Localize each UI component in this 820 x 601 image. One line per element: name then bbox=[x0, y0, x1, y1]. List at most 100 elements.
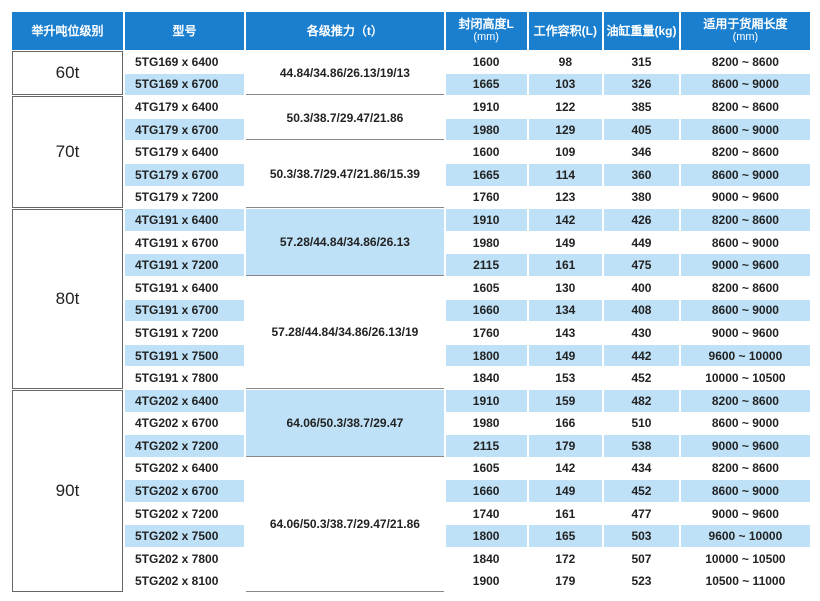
model-cell: 4TG179 x 6700 bbox=[124, 118, 245, 141]
model-cell: 5TG179 x 6400 bbox=[124, 141, 245, 163]
model-cell: 4TG191 x 6700 bbox=[124, 231, 245, 254]
header-label: 型号 bbox=[172, 23, 197, 38]
volume-cell: 159 bbox=[528, 389, 603, 412]
weight-cell: 400 bbox=[604, 276, 679, 299]
volume-cell: 179 bbox=[528, 570, 603, 593]
model-cell: 5TG202 x 6400 bbox=[124, 457, 245, 480]
table-row: 4TG202 x 6700 1980 166 510 8600 ~ 9000 bbox=[12, 412, 810, 435]
table-row: 4TG179 x 6700 1980 129 405 8600 ~ 9000 bbox=[12, 118, 810, 141]
model-cell: 5TG169 x 6400 bbox=[124, 51, 245, 73]
volume-cell: 122 bbox=[528, 96, 603, 118]
length-cell: 9000 ~ 9600 bbox=[680, 502, 810, 525]
weight-cell: 346 bbox=[604, 141, 679, 163]
table-row: 5TG179 x 7200 1760 123 380 9000 ~ 9600 bbox=[12, 186, 810, 209]
volume-cell: 134 bbox=[528, 299, 603, 322]
model-cell: 5TG179 x 6700 bbox=[124, 163, 245, 186]
table-row: 5TG202 x 6400 64.06/50.3/38.7/29.47/21.86… bbox=[12, 457, 810, 593]
header-label: 封闭高度L bbox=[458, 17, 514, 31]
length-cell: 8600 ~ 9000 bbox=[680, 412, 810, 435]
model-cell: 4TG202 x 6400 bbox=[124, 389, 245, 412]
force-cell: 44.84/34.86/26.13/19/13 bbox=[246, 51, 444, 96]
weight-cell: 475 bbox=[604, 254, 679, 276]
model-cell: 4TG191 x 7200 bbox=[124, 254, 245, 276]
table-row: 4TG191 x 7200 2115 161 475 9000 ~ 9600 bbox=[12, 254, 810, 276]
volume-cell: 129 bbox=[528, 118, 603, 141]
column-header: 适用于货厢长度 (mm) bbox=[680, 12, 810, 50]
model-cell: 5TG202 x 8100 bbox=[124, 570, 245, 593]
volume-cell: 161 bbox=[528, 254, 603, 276]
length-cell: 9000 ~ 9600 bbox=[680, 322, 810, 344]
length-cell: 8200 ~ 8600 bbox=[680, 457, 810, 480]
length-cell: 8200 ~ 8600 bbox=[680, 51, 810, 73]
weight-cell: 523 bbox=[604, 570, 679, 593]
column-header: 工作容积(L) bbox=[528, 12, 603, 50]
height-cell: 1760 bbox=[445, 186, 527, 209]
header-row: 举升吨位级别 型号 各级推力（t） 封闭高度L (mm) 工作容积(L) 油缸重量(kg) 适… bbox=[12, 12, 810, 50]
table-row: 80t 4TG191 x 6400 57.28/44.84/34.86/26.13 1… bbox=[12, 209, 810, 389]
length-cell: 8600 ~ 9000 bbox=[680, 163, 810, 186]
tonnage-cell: 70t bbox=[12, 96, 123, 209]
weight-cell: 507 bbox=[604, 548, 679, 570]
table-row: 60t 5TG169 x 6400 44.84/34.86/26.13/19/13 1… bbox=[12, 51, 810, 96]
volume-cell: 179 bbox=[528, 435, 603, 457]
weight-cell: 477 bbox=[604, 502, 679, 525]
length-cell: 9000 ~ 9600 bbox=[680, 435, 810, 457]
model-cell: 5TG191 x 6700 bbox=[124, 299, 245, 322]
length-cell: 8600 ~ 9000 bbox=[680, 480, 810, 502]
force-cell: 64.06/50.3/38.7/29.47/21.86 bbox=[246, 457, 444, 593]
height-cell: 1605 bbox=[445, 457, 527, 480]
model-cell: 4TG202 x 7200 bbox=[124, 435, 245, 457]
weight-cell: 482 bbox=[604, 389, 679, 412]
length-cell: 9600 ~ 10000 bbox=[680, 344, 810, 367]
tonnage-cell: 90t bbox=[12, 389, 123, 593]
height-cell: 1760 bbox=[445, 322, 527, 344]
model-cell: 5TG191 x 7200 bbox=[124, 322, 245, 344]
length-cell: 10000 ~ 10500 bbox=[680, 548, 810, 570]
model-cell: 5TG191 x 6400 bbox=[124, 276, 245, 299]
column-header: 封闭高度L (mm) bbox=[445, 12, 527, 50]
model-cell: 5TG191 x 7500 bbox=[124, 344, 245, 367]
table-row: 5TG202 x 7200 1740 161 477 9000 ~ 9600 bbox=[12, 502, 810, 525]
tonnage-cell: 80t bbox=[12, 209, 123, 389]
volume-cell: 103 bbox=[528, 73, 603, 96]
height-cell: 1980 bbox=[445, 412, 527, 435]
length-cell: 8600 ~ 9000 bbox=[680, 231, 810, 254]
length-cell: 8200 ~ 8600 bbox=[680, 141, 810, 163]
header-label: 举升吨位级别 bbox=[31, 23, 104, 38]
weight-cell: 326 bbox=[604, 73, 679, 96]
length-cell: 9600 ~ 10000 bbox=[680, 525, 810, 548]
length-cell: 9000 ~ 9600 bbox=[680, 254, 810, 276]
volume-cell: 172 bbox=[528, 548, 603, 570]
height-cell: 1900 bbox=[445, 570, 527, 593]
table-row: 5TG179 x 6400 50.3/38.7/29.47/21.86/15.39… bbox=[12, 141, 810, 209]
model-cell: 5TG202 x 6700 bbox=[124, 480, 245, 502]
header-label: 工作容积(L) bbox=[533, 23, 597, 38]
volume-cell: 149 bbox=[528, 480, 603, 502]
weight-cell: 510 bbox=[604, 412, 679, 435]
height-cell: 1910 bbox=[445, 389, 527, 412]
table-row: 5TG191 x 7200 1760 143 430 9000 ~ 9600 bbox=[12, 322, 810, 344]
model-cell: 5TG179 x 7200 bbox=[124, 186, 245, 209]
height-cell: 2115 bbox=[445, 254, 527, 276]
force-cell: 57.28/44.84/34.86/26.13 bbox=[246, 209, 444, 276]
spec-table: 举升吨位级别 型号 各级推力（t） 封闭高度L (mm) 工作容积(L) 油缸重量(kg) 适… bbox=[10, 11, 812, 593]
weight-cell: 315 bbox=[604, 51, 679, 73]
table-row: 5TG179 x 6700 1665 114 360 8600 ~ 9000 bbox=[12, 163, 810, 186]
model-cell: 5TG202 x 7500 bbox=[124, 525, 245, 548]
height-cell: 1840 bbox=[445, 367, 527, 389]
model-cell: 5TG202 x 7200 bbox=[124, 502, 245, 525]
header-label: 油缸重量(kg) bbox=[606, 23, 677, 38]
volume-cell: 98 bbox=[528, 51, 603, 73]
volume-cell: 130 bbox=[528, 276, 603, 299]
column-header: 举升吨位级别 bbox=[12, 12, 123, 50]
weight-cell: 380 bbox=[604, 186, 679, 209]
weight-cell: 503 bbox=[604, 525, 679, 548]
height-cell: 1980 bbox=[445, 231, 527, 254]
volume-cell: 149 bbox=[528, 231, 603, 254]
header-label: 各级推力（t） bbox=[306, 23, 383, 38]
volume-cell: 166 bbox=[528, 412, 603, 435]
height-cell: 1600 bbox=[445, 141, 527, 163]
height-cell: 1910 bbox=[445, 209, 527, 231]
weight-cell: 405 bbox=[604, 118, 679, 141]
